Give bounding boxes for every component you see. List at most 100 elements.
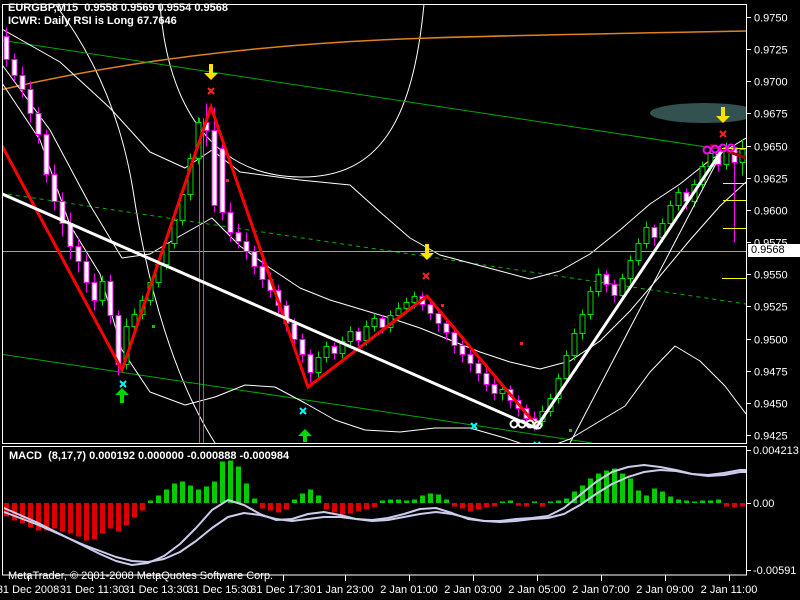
sell-arrow-icon[interactable] <box>716 107 730 123</box>
macd-bar <box>44 503 49 531</box>
macd-panel-border[interactable] <box>2 446 747 576</box>
green-dot-icon <box>152 325 155 328</box>
candle-body <box>635 243 642 261</box>
macd-axis[interactable]: 0.004213 0.00 -0.00591 <box>746 445 799 577</box>
candle-body <box>51 174 58 202</box>
trendline-thin-white[interactable] <box>569 149 724 443</box>
magenta-ring-icon[interactable] <box>702 145 712 155</box>
fib-arc-white-1[interactable] <box>55 4 216 443</box>
trendline-dark-red[interactable] <box>709 143 746 160</box>
macd-bar <box>308 489 313 503</box>
price-axis-label: 0.9650 <box>754 142 788 154</box>
macd-bar <box>68 503 73 534</box>
macd-bar <box>244 483 249 503</box>
macd-bar <box>236 466 241 503</box>
macd-bar <box>572 491 577 503</box>
red-x-icon[interactable] <box>719 130 727 138</box>
macd-bar <box>428 493 433 503</box>
candle-body <box>59 201 66 224</box>
white-ring-icon[interactable] <box>533 420 543 430</box>
macd-panel[interactable] <box>3 460 746 566</box>
macd-bar <box>332 503 337 513</box>
buy-arrow-icon[interactable] <box>115 388 129 403</box>
red-x-icon[interactable] <box>207 87 215 95</box>
signal-markers[interactable] <box>115 64 736 448</box>
fib-level-segments[interactable] <box>722 148 790 279</box>
macd-bar <box>492 503 497 507</box>
macd-bar <box>36 503 41 531</box>
zigzag-red-line[interactable] <box>0 102 539 427</box>
macd-bar <box>60 503 65 532</box>
icwr-zigzags[interactable] <box>0 102 746 443</box>
price-axis-label: 0.9550 <box>754 270 788 282</box>
white-ring-icon[interactable] <box>525 419 535 429</box>
white-ring-icon[interactable] <box>509 419 519 429</box>
macd-bar <box>108 503 113 529</box>
macd-bar <box>612 468 617 503</box>
cyan-x-icon[interactable] <box>299 407 307 415</box>
candle-body <box>227 212 234 233</box>
macd-bar <box>260 503 265 509</box>
candle-body <box>43 134 50 175</box>
candle-body <box>379 318 386 328</box>
candle-body <box>99 281 106 301</box>
price-axis-label: 0.9425 <box>754 431 788 443</box>
red-dot-icon <box>226 179 229 182</box>
macd-bar <box>540 503 545 507</box>
candle-body <box>595 274 602 292</box>
macd-bar <box>84 503 89 541</box>
macd-bar <box>500 501 505 503</box>
macd-bar <box>724 503 729 507</box>
candle-body <box>651 227 658 238</box>
candle-body <box>299 339 306 355</box>
fibonacci-arcs[interactable] <box>0 4 746 443</box>
macd-bar <box>276 503 281 513</box>
candle-body <box>675 192 682 206</box>
buy-arrow-icon[interactable] <box>298 429 312 442</box>
macd-bar <box>508 500 513 503</box>
macd-bar <box>668 496 673 503</box>
cyan-x-icon[interactable] <box>470 422 478 430</box>
macd-indicator-header: MACD (8,17,7) 0.000192 0.000000 -0.00088… <box>9 450 290 462</box>
candle-body <box>411 296 418 303</box>
macd-bar <box>636 490 641 503</box>
sell-arrow-icon[interactable] <box>420 244 434 260</box>
cyan-x-icon[interactable] <box>533 441 541 448</box>
magenta-ring-icon[interactable] <box>710 144 720 154</box>
candle-body <box>259 266 266 280</box>
candle-body <box>603 274 610 285</box>
fib-arc-orange[interactable] <box>0 30 746 91</box>
fib-arc-white-2[interactable] <box>159 4 425 178</box>
macd-bar <box>388 499 393 503</box>
macd-bar <box>532 501 537 503</box>
price-axis[interactable]: 0.9750 0.9725 0.9700 0.9675 0.9650 0.9625 0.96… <box>746 13 788 443</box>
candle-body <box>571 333 578 356</box>
red-x-icon[interactable] <box>422 272 430 280</box>
candle-body <box>67 223 74 247</box>
macd-bar <box>660 491 665 503</box>
channel-upper-line[interactable] <box>0 39 746 154</box>
magenta-ring-icon[interactable] <box>726 143 736 153</box>
time-axis-label: 1 Jan 23:00 <box>316 584 374 596</box>
chart-title-ohlc: EURGBP,M15 0.9558 0.9569 0.9554 0.9568 <box>8 2 228 14</box>
cyan-x-icon[interactable] <box>119 380 127 388</box>
price-axis-label: 0.9675 <box>754 109 788 121</box>
candle-body <box>339 341 346 354</box>
bollinger-lower-line <box>3 83 746 443</box>
price-axis-label: 0.9725 <box>754 45 788 57</box>
time-axis-label: 2 Jan 07:00 <box>572 584 630 596</box>
sell-arrow-icon[interactable] <box>204 64 218 80</box>
macd-bar <box>444 499 449 503</box>
time-axis-label: 31 Dec 2008 <box>0 584 59 596</box>
macd-bar <box>620 473 625 503</box>
macd-bar <box>20 503 25 524</box>
dashed-trendline[interactable] <box>0 192 746 305</box>
macd-signal-line <box>3 469 746 563</box>
macd-bar <box>156 495 161 503</box>
macd-bar <box>148 500 153 503</box>
main-chart-area[interactable] <box>0 4 790 450</box>
time-axis-label: 31 Dec 13:30 <box>123 584 188 596</box>
